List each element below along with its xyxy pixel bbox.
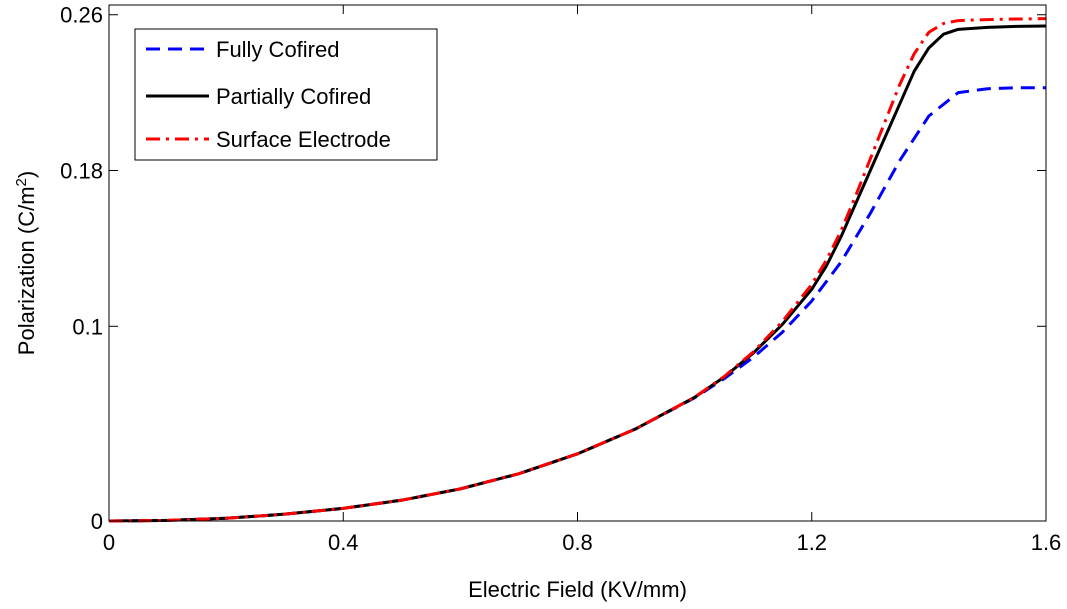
x-tick-label: 1.6: [1031, 530, 1062, 555]
legend-label-partially-cofired: Partially Cofired: [216, 84, 371, 109]
x-tick-label: 1.2: [796, 530, 827, 555]
tick-layer: 0 0.4 0.8 1.2 1.6 0 0.1 0.18 0.26: [60, 3, 1061, 555]
legend: Fully Cofired Partially Cofired Surface El…: [134, 28, 438, 161]
y-tick-label: 0: [91, 509, 103, 534]
y-axis-title-end: ): [14, 171, 39, 178]
y-axis-title: Polarization (C/m2): [13, 171, 40, 355]
legend-label-fully-cofired: Fully Cofired: [216, 37, 339, 62]
series-layer: [108, 17, 1047, 523]
y-axis-title-superscript: 2: [13, 178, 30, 186]
x-tick-label: 0.4: [328, 530, 359, 555]
series-line-surface-electrode: [108, 17, 1047, 523]
y-tick-label: 0.18: [60, 159, 103, 184]
legend-label-surface-electrode: Surface Electrode: [216, 127, 391, 152]
y-tick-label: 0.1: [72, 314, 103, 339]
x-axis-title: Electric Field (KV/mm): [468, 577, 687, 602]
y-tick-label: 0.26: [60, 3, 103, 28]
y-axis-title-main: Polarization (C/m: [14, 186, 39, 355]
x-tick-label: 0.8: [562, 530, 593, 555]
x-tick-label: 0: [103, 530, 115, 555]
